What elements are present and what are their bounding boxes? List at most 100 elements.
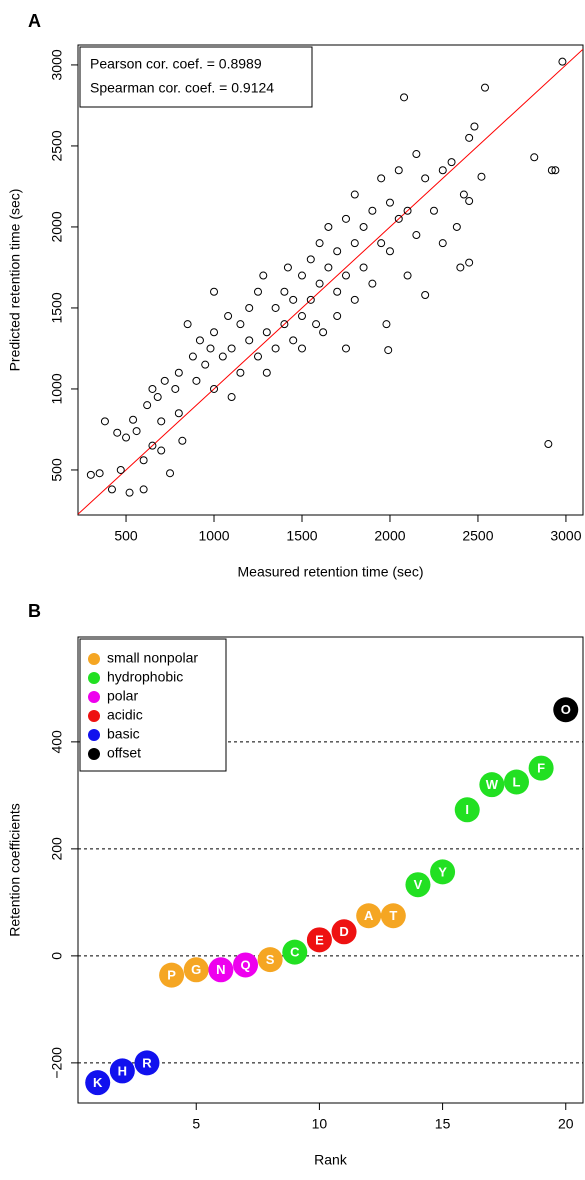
point bbox=[245, 336, 254, 345]
point bbox=[171, 384, 180, 393]
point bbox=[143, 401, 152, 410]
point bbox=[122, 433, 131, 442]
point bbox=[333, 247, 342, 256]
point bbox=[438, 239, 447, 248]
point bbox=[166, 469, 175, 478]
point bbox=[341, 271, 350, 280]
point bbox=[283, 263, 292, 272]
annotation: Spearman cor. coef. = 0.9124 bbox=[90, 80, 274, 96]
point bbox=[403, 271, 412, 280]
dot-label: R bbox=[142, 1055, 152, 1070]
legend-swatch bbox=[88, 691, 100, 703]
point bbox=[201, 360, 210, 369]
point bbox=[160, 376, 169, 385]
dot-label: O bbox=[561, 702, 571, 717]
y-tick-label: 2000 bbox=[49, 211, 65, 242]
dot bbox=[208, 957, 234, 983]
point bbox=[350, 239, 359, 248]
point bbox=[377, 174, 386, 183]
point bbox=[324, 222, 333, 231]
x-tick-label: 10 bbox=[312, 1116, 328, 1132]
point bbox=[359, 263, 368, 272]
point bbox=[297, 312, 306, 321]
plot-frame bbox=[77, 636, 584, 1104]
point bbox=[245, 303, 254, 312]
dot bbox=[454, 797, 480, 823]
dot bbox=[159, 962, 185, 988]
dot bbox=[331, 919, 357, 945]
point bbox=[116, 465, 125, 474]
dot bbox=[356, 903, 382, 929]
legend-swatch bbox=[88, 748, 100, 760]
point bbox=[195, 336, 204, 345]
point bbox=[107, 485, 116, 494]
point bbox=[227, 344, 236, 353]
dot bbox=[430, 859, 456, 885]
panel-label: B bbox=[28, 601, 41, 621]
dot-label: F bbox=[537, 761, 545, 776]
dot-label: Y bbox=[438, 864, 447, 879]
y-axis-label: Predicted retention time (sec) bbox=[7, 189, 23, 372]
point bbox=[174, 368, 183, 377]
point bbox=[412, 231, 421, 240]
dot bbox=[257, 947, 283, 973]
point bbox=[544, 440, 553, 449]
point bbox=[400, 93, 409, 102]
dot-label: N bbox=[216, 962, 225, 977]
dot bbox=[380, 903, 406, 929]
point bbox=[125, 488, 134, 497]
point bbox=[382, 320, 391, 329]
point bbox=[113, 428, 122, 437]
point bbox=[129, 415, 138, 424]
point bbox=[254, 287, 263, 296]
dot-label: E bbox=[315, 932, 324, 947]
point bbox=[174, 409, 183, 418]
point bbox=[210, 328, 219, 337]
y-tick-label: 1500 bbox=[49, 292, 65, 323]
point bbox=[254, 352, 263, 361]
point bbox=[218, 352, 227, 361]
point bbox=[470, 122, 479, 131]
dot bbox=[306, 927, 332, 953]
point bbox=[558, 57, 567, 66]
point bbox=[312, 320, 321, 329]
point bbox=[224, 312, 233, 321]
point bbox=[350, 190, 359, 199]
point bbox=[429, 206, 438, 215]
point bbox=[341, 214, 350, 223]
point bbox=[315, 279, 324, 288]
point bbox=[280, 287, 289, 296]
point bbox=[530, 153, 539, 162]
legend-label: hydrophobic bbox=[107, 669, 183, 685]
point bbox=[465, 133, 474, 142]
point bbox=[459, 190, 468, 199]
point bbox=[289, 295, 298, 304]
point bbox=[271, 303, 280, 312]
x-tick-label: 2000 bbox=[374, 528, 405, 544]
dot bbox=[282, 939, 308, 965]
annotation: Pearson cor. coef. = 0.8989 bbox=[90, 56, 262, 72]
point bbox=[377, 239, 386, 248]
panel-label: A bbox=[28, 11, 41, 31]
y-tick-label: 0 bbox=[49, 952, 65, 960]
point bbox=[188, 352, 197, 361]
point bbox=[359, 222, 368, 231]
point bbox=[236, 368, 245, 377]
dot bbox=[85, 1070, 111, 1096]
point bbox=[153, 393, 162, 402]
point bbox=[236, 320, 245, 329]
point bbox=[384, 346, 393, 355]
point bbox=[368, 206, 377, 215]
x-tick-label: 2500 bbox=[462, 528, 493, 544]
point bbox=[148, 384, 157, 393]
x-tick-label: 1000 bbox=[198, 528, 229, 544]
legend-label: offset bbox=[107, 745, 141, 761]
point bbox=[210, 287, 219, 296]
dot bbox=[553, 697, 579, 723]
point bbox=[192, 376, 201, 385]
dot-label: D bbox=[339, 924, 348, 939]
y-tick-label: 200 bbox=[49, 837, 65, 861]
x-tick-label: 5 bbox=[192, 1116, 200, 1132]
point bbox=[183, 320, 192, 329]
